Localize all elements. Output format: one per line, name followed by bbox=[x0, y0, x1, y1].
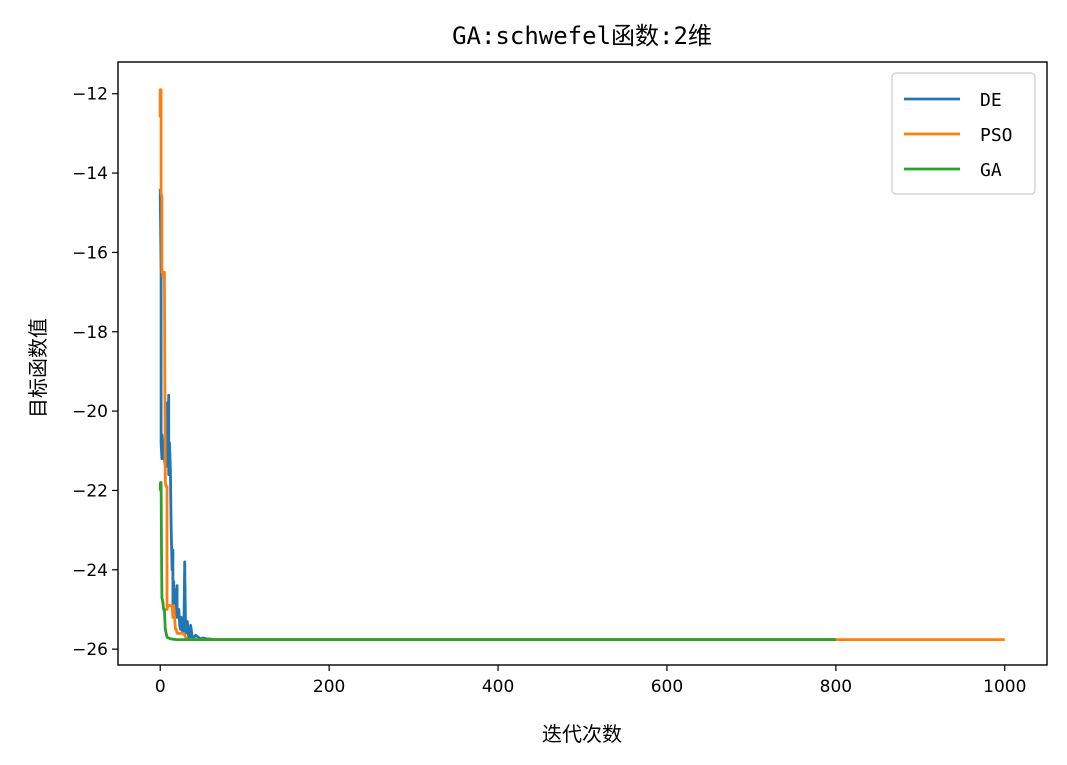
y-axis: −26 −24 −22 −20 −18 −16 −14 −12 bbox=[72, 85, 118, 660]
legend: DE PSO GA bbox=[891, 72, 1036, 195]
series-line-ga bbox=[158, 481, 836, 641]
x-tick-label: 400 bbox=[482, 677, 514, 697]
chart-title: GA:schwefel函数:2维 bbox=[452, 22, 712, 50]
y-axis-label: 目标函数值 bbox=[26, 318, 50, 418]
plot-frame bbox=[117, 61, 1048, 666]
x-tick-label: 800 bbox=[820, 677, 852, 697]
x-tick-label: 200 bbox=[313, 677, 345, 697]
legend-label-ga: GA bbox=[980, 160, 1002, 181]
x-tick-label: 1000 bbox=[983, 677, 1026, 697]
x-tick-label: 0 bbox=[155, 677, 166, 697]
y-tick-label: −24 bbox=[72, 561, 108, 581]
plot-lines bbox=[158, 88, 1005, 641]
x-tick-label: 600 bbox=[651, 677, 683, 697]
y-tick-label: −14 bbox=[72, 164, 108, 184]
legend-label-pso: PSO bbox=[980, 125, 1013, 146]
y-tick-label: −22 bbox=[72, 481, 108, 501]
y-tick-label: −26 bbox=[72, 640, 108, 660]
legend-box bbox=[891, 72, 1036, 195]
legend-label-de: DE bbox=[980, 90, 1002, 111]
x-axis: 0 200 400 600 800 1000 bbox=[155, 665, 1026, 697]
y-tick-label: −12 bbox=[72, 85, 108, 105]
y-tick-label: −16 bbox=[72, 243, 108, 263]
y-tick-label: −18 bbox=[72, 323, 108, 343]
x-axis-label: 迭代次数 bbox=[542, 722, 622, 746]
y-tick-label: −20 bbox=[72, 402, 108, 422]
